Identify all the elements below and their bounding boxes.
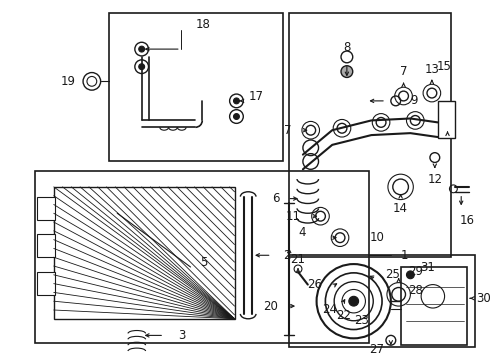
Text: 24: 24 xyxy=(322,302,337,315)
Text: 3: 3 xyxy=(178,329,185,342)
Text: 11: 11 xyxy=(286,210,301,223)
Circle shape xyxy=(139,64,145,69)
Text: 14: 14 xyxy=(393,202,408,215)
Circle shape xyxy=(341,66,353,77)
Text: 17: 17 xyxy=(248,90,264,103)
Text: 29: 29 xyxy=(409,265,423,278)
Text: 6: 6 xyxy=(272,192,279,205)
Text: 23: 23 xyxy=(354,314,369,327)
Bar xyxy=(35,171,369,343)
Bar xyxy=(37,234,55,257)
Circle shape xyxy=(234,98,240,104)
Text: 4: 4 xyxy=(298,226,306,239)
Text: 26: 26 xyxy=(307,278,322,291)
Circle shape xyxy=(234,114,240,120)
Text: 31: 31 xyxy=(420,261,435,274)
Text: 1: 1 xyxy=(401,249,408,262)
Bar xyxy=(438,101,455,138)
Text: 7: 7 xyxy=(400,65,407,78)
Text: 10: 10 xyxy=(369,231,384,244)
Text: 22: 22 xyxy=(337,309,351,322)
Text: 8: 8 xyxy=(343,41,350,54)
Bar xyxy=(37,197,55,220)
Text: 20: 20 xyxy=(264,300,278,312)
Bar xyxy=(289,255,475,347)
Bar xyxy=(54,187,235,319)
Text: 21: 21 xyxy=(291,253,306,266)
Text: 7: 7 xyxy=(284,124,291,137)
Text: 2: 2 xyxy=(283,249,291,262)
Circle shape xyxy=(139,46,145,52)
Bar xyxy=(109,13,283,162)
Text: 19: 19 xyxy=(61,75,76,88)
Text: 30: 30 xyxy=(476,292,490,305)
Bar xyxy=(37,272,55,295)
Text: 28: 28 xyxy=(409,284,423,297)
Text: 27: 27 xyxy=(368,343,384,356)
Circle shape xyxy=(407,271,415,279)
Text: 16: 16 xyxy=(460,213,474,226)
Circle shape xyxy=(349,296,359,306)
Text: 15: 15 xyxy=(437,60,452,73)
Text: 18: 18 xyxy=(196,18,211,31)
Bar xyxy=(289,13,451,257)
Text: 13: 13 xyxy=(424,63,440,76)
Text: 9: 9 xyxy=(411,94,418,107)
Text: 12: 12 xyxy=(427,172,442,185)
Bar xyxy=(401,267,467,345)
Text: 25: 25 xyxy=(385,268,400,281)
Text: 5: 5 xyxy=(200,256,208,269)
